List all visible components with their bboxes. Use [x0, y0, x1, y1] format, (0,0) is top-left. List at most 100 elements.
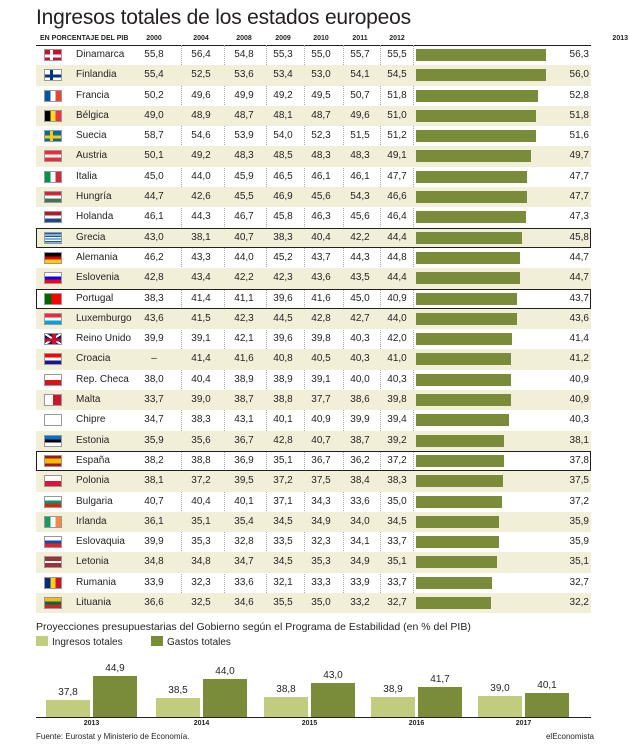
value-cell: 35,0 [387, 495, 407, 507]
year-header: 2010 [313, 35, 329, 42]
value-cell: 38,6 [350, 394, 370, 406]
table-row: Rumania 33,9 32,3 33,6 32,1 33,3 33,9 33,7 32,7 [36, 573, 591, 593]
value-cell: 40,3 [387, 373, 407, 385]
value-cell: 51,0 [387, 109, 407, 121]
projection-axis [36, 717, 591, 718]
value-cell: 49,6 [191, 89, 211, 101]
value-cell: 34,0 [350, 515, 370, 527]
croatia-flag-icon [44, 353, 62, 366]
value-cell: 45,5 [234, 191, 254, 203]
value-cell: 39,4 [387, 414, 407, 426]
value-2013: 41,4 [569, 333, 589, 345]
value-2013: 52,8 [569, 89, 589, 101]
country-name: Estonia [76, 434, 110, 446]
value-cell: 46,9 [273, 191, 293, 203]
value-cell: 34,8 [191, 556, 211, 568]
value-cell: 48,7 [311, 109, 331, 121]
value-2013: 32,7 [569, 576, 589, 588]
table-row: Portugal 38,3 41,4 41,1 39,6 41,6 45,0 40,9 43,7 [36, 288, 591, 309]
country-name: Irlanda [76, 515, 107, 527]
value-cell: 38,0 [144, 373, 164, 385]
value-cell: 32,8 [234, 536, 254, 548]
value-cell: 44,0 [234, 251, 254, 263]
value-cell: 35,5 [273, 597, 293, 609]
value-cell: 33,7 [144, 394, 164, 406]
value-2013: 43,7 [569, 292, 589, 304]
value-cell: 32,7 [387, 597, 407, 609]
value-cell: 40,8 [273, 353, 293, 365]
value-cell: 34,1 [350, 536, 370, 548]
table-row: Malta 33,7 39,0 38,7 38,8 37,7 38,6 39,8 40,9 [36, 390, 591, 411]
bar-value-label: 38,5 [168, 685, 188, 697]
value-cell: 54,1 [350, 69, 370, 81]
czech-flag-icon [44, 373, 62, 386]
finland-flag-icon [44, 69, 62, 82]
value-cell: 33,3 [311, 576, 331, 588]
projection-title: Proyecciones presupuestarias del Gobiern… [36, 621, 471, 633]
value-cell: 40,7 [144, 495, 164, 507]
country-name: Francia [76, 89, 110, 101]
value-cell: 42,6 [191, 191, 211, 203]
value-cell: 48,9 [191, 109, 211, 121]
header-rule [36, 45, 591, 46]
table-row: Finlandia 55,4 52,5 53,6 53,4 53,0 54,1 54,5 56,… [36, 65, 591, 86]
value-cell: 41,6 [311, 292, 331, 304]
lithuania-flag-icon [44, 597, 62, 610]
bar-value-label: 43,0 [323, 669, 343, 681]
value-cell: 35,6 [191, 434, 211, 446]
value-cell: 38,4 [350, 475, 370, 487]
value-2013: 32,2 [569, 597, 589, 609]
hungary-flag-icon [44, 191, 62, 204]
bar-2013 [416, 272, 520, 285]
year-header: 2008 [236, 35, 252, 42]
value-cell: 38,3 [191, 414, 211, 426]
legend-item-income: Ingresos totales [36, 636, 123, 648]
slovakia-flag-icon [44, 536, 62, 549]
value-cell: 40,4 [191, 495, 211, 507]
slovenia-flag-icon [44, 272, 62, 285]
value-cell: 48,5 [273, 150, 293, 162]
year-tick-label: 2014 [193, 720, 210, 727]
austria-flag-icon [44, 150, 62, 163]
value-cell: 42,3 [273, 272, 293, 284]
value-cell: 44,4 [387, 231, 407, 243]
year-header: 2000 [146, 35, 162, 42]
projection-chart: 37,8 44,9 38,5 44,0 38,8 43,0 38,9 41,7 39,0 40,1 [36, 648, 591, 730]
value-cell: 39,8 [387, 394, 407, 406]
chart-title: Ingresos totales de los estados europeos [36, 6, 411, 29]
value-cell: 40,7 [311, 434, 331, 446]
table-row: Estonia 35,9 35,6 36,7 42,8 40,7 38,7 39,2 38,1 [36, 430, 591, 451]
country-name: Malta [76, 394, 101, 406]
value-cell: 39,0 [191, 394, 211, 406]
value-cell: 49,0 [144, 109, 164, 121]
denmark-flag-icon [44, 49, 62, 61]
value-cell: 37,1 [273, 495, 293, 507]
value-cell: 54,5 [387, 69, 407, 81]
value-cell: 32,3 [311, 536, 331, 548]
bar-2013 [416, 312, 517, 325]
bar-2013 [416, 515, 500, 528]
table-row: Holanda 46,1 44,3 46,7 45,8 46,3 45,6 46,4 47,3 [36, 207, 591, 227]
bar-2013 [416, 495, 503, 508]
country-name: Suecia [76, 130, 107, 142]
value-cell: 42,2 [350, 231, 370, 243]
value-cell: 34,8 [144, 556, 164, 568]
value-cell: 48,7 [234, 109, 254, 121]
value-2013: 44,7 [569, 251, 589, 263]
value-cell: 34,5 [273, 556, 293, 568]
bar-2013 [416, 150, 532, 163]
bar-2013 [416, 89, 539, 102]
bar-2013 [416, 454, 504, 467]
value-2013: 47,7 [569, 170, 589, 182]
value-cell: 45,9 [234, 170, 254, 182]
bar-2013 [416, 394, 511, 407]
value-2013: 47,7 [569, 191, 589, 203]
value-cell: 39,6 [273, 292, 293, 304]
value-cell: 36,1 [144, 515, 164, 527]
table-header: EN PORCENTAJE DEL PIB 2000 2004 2008 200… [36, 33, 628, 46]
value-cell: 40,0 [350, 373, 370, 385]
year-header: 2004 [193, 35, 209, 42]
bar-2013 [416, 373, 511, 386]
value-cell: 36,7 [234, 434, 254, 446]
publisher-brand: elEconomista [545, 732, 594, 741]
